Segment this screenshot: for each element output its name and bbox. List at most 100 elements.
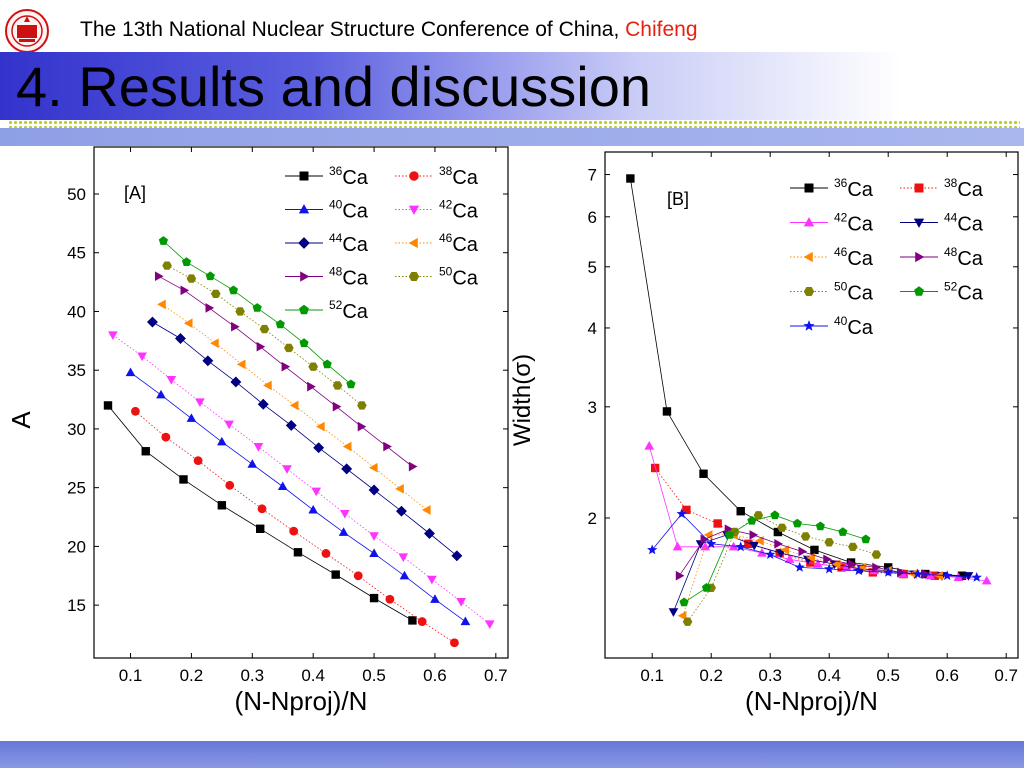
legend-marker <box>299 304 309 315</box>
data-point <box>848 542 858 551</box>
legend-marker <box>803 217 815 227</box>
data-point <box>130 406 140 416</box>
data-point <box>934 570 944 581</box>
data-point <box>861 534 871 544</box>
data-point <box>773 527 783 537</box>
data-point <box>125 367 136 377</box>
legend-item: 48Ca <box>900 245 984 270</box>
x-axis-label: (N-Nproj)/N <box>745 686 878 716</box>
data-point <box>247 459 258 468</box>
data-point <box>202 355 214 367</box>
data-point <box>311 487 322 497</box>
series-40Ca <box>125 367 471 626</box>
data-point <box>921 569 931 579</box>
legend-marker <box>300 271 310 282</box>
data-point <box>369 548 379 558</box>
data-point <box>368 484 380 496</box>
data-point <box>253 442 264 452</box>
data-point <box>700 534 710 545</box>
data-point <box>174 333 186 344</box>
data-point <box>284 343 294 353</box>
data-point <box>307 381 316 392</box>
x-tick-label: 0.3 <box>758 666 782 685</box>
legend-label: 42Ca <box>834 211 874 236</box>
data-point <box>780 545 790 555</box>
data-point <box>293 548 303 557</box>
data-point <box>963 572 974 581</box>
data-point <box>141 447 150 456</box>
data-point <box>137 352 147 362</box>
series-50Ca <box>682 511 882 626</box>
legend-label: 36Ca <box>329 164 369 189</box>
legend-mass-number: 40 <box>329 198 343 212</box>
legend-mass-number: 52 <box>944 280 958 294</box>
data-point <box>981 575 992 585</box>
legend-marker <box>298 204 310 214</box>
data-point <box>332 381 343 390</box>
legend-marker <box>409 171 419 181</box>
panel-label: [B] <box>667 189 689 209</box>
data-point <box>456 598 466 607</box>
data-point <box>332 401 342 412</box>
data-point <box>824 563 835 574</box>
data-point <box>724 530 735 539</box>
x-tick-label: 0.5 <box>876 666 900 685</box>
data-point <box>399 570 410 580</box>
legend-mass-number: 52 <box>329 298 343 312</box>
data-point <box>857 562 867 573</box>
series-52Ca <box>679 510 871 607</box>
legend-label: 40Ca <box>834 314 874 339</box>
legend-marker <box>803 320 815 331</box>
legend-element: Ca <box>847 248 873 270</box>
legend-element: Ca <box>342 301 368 323</box>
dotted-divider <box>8 120 1020 128</box>
data-point <box>672 541 683 551</box>
data-point <box>162 261 172 270</box>
data-point <box>815 521 825 531</box>
legend-label: 48Ca <box>944 245 984 270</box>
legend-item: 42Ca <box>395 198 479 223</box>
legend-element: Ca <box>957 179 983 201</box>
series-line <box>112 334 490 625</box>
legend-item: 38Ca <box>900 176 984 201</box>
legend-label: 42Ca <box>439 198 479 223</box>
legend-item: 40Ca <box>790 314 874 339</box>
data-point <box>647 544 658 555</box>
data-point <box>166 376 177 385</box>
data-point <box>792 518 802 528</box>
data-point <box>682 505 691 515</box>
data-point <box>774 538 783 549</box>
x-tick-label: 0.4 <box>301 666 325 685</box>
series-48Ca <box>675 524 931 581</box>
legend-marker <box>915 251 925 263</box>
panel-label: [A] <box>124 183 146 203</box>
data-point <box>257 398 269 410</box>
series-40Ca <box>647 508 982 582</box>
data-point <box>794 561 805 572</box>
data-point <box>235 307 245 316</box>
legend-marker <box>914 286 924 296</box>
conference-city: Chifeng <box>625 18 698 41</box>
data-point <box>971 572 982 582</box>
data-point <box>179 475 188 484</box>
legend-label: 48Ca <box>329 265 369 290</box>
legend-element: Ca <box>342 167 368 189</box>
data-point <box>369 462 378 473</box>
legend-mass-number: 36 <box>329 164 343 178</box>
data-point <box>156 389 166 399</box>
data-point <box>713 519 722 528</box>
y-tick-label: 4 <box>588 319 597 338</box>
data-point <box>838 527 848 536</box>
legend-label: 36Ca <box>834 176 874 201</box>
data-point <box>346 379 356 389</box>
data-point <box>217 436 227 446</box>
data-point <box>228 285 238 295</box>
series-line <box>135 410 455 644</box>
legend-label: 50Ca <box>439 265 479 290</box>
x-tick-label: 0.7 <box>994 666 1018 685</box>
data-point <box>744 539 753 549</box>
data-point <box>408 616 417 625</box>
legend-element: Ca <box>957 283 983 305</box>
data-point <box>357 421 367 432</box>
data-point <box>299 338 309 348</box>
